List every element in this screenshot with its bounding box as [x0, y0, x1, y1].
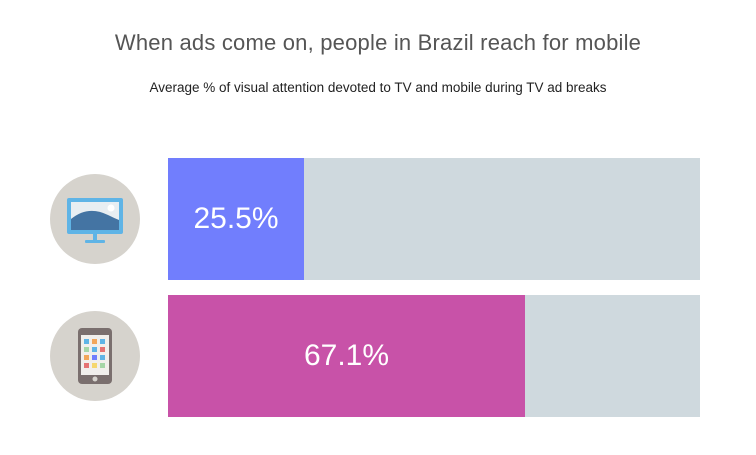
bar-row-mobile: 67.1% [0, 295, 756, 417]
tv-icon-badge [50, 174, 140, 264]
bar-tv [168, 158, 304, 280]
chart-subtitle: Average % of visual attention devoted to… [149, 80, 607, 95]
bar-track-mobile: 67.1% [168, 295, 700, 417]
bar-mobile [168, 295, 525, 417]
chart-title: When ads come on, people in Brazil reach… [114, 30, 642, 55]
tv-icon [67, 198, 123, 243]
bar-value-label-mobile: 67.1% [303, 339, 390, 372]
smartphone-icon [78, 328, 112, 384]
smartphone-icon-badge [50, 311, 140, 401]
bar-track-tv: 25.5% [168, 158, 700, 280]
bar-value-label-tv: 25.5% [193, 202, 279, 235]
bar-row-tv: 25.5% [0, 158, 756, 280]
